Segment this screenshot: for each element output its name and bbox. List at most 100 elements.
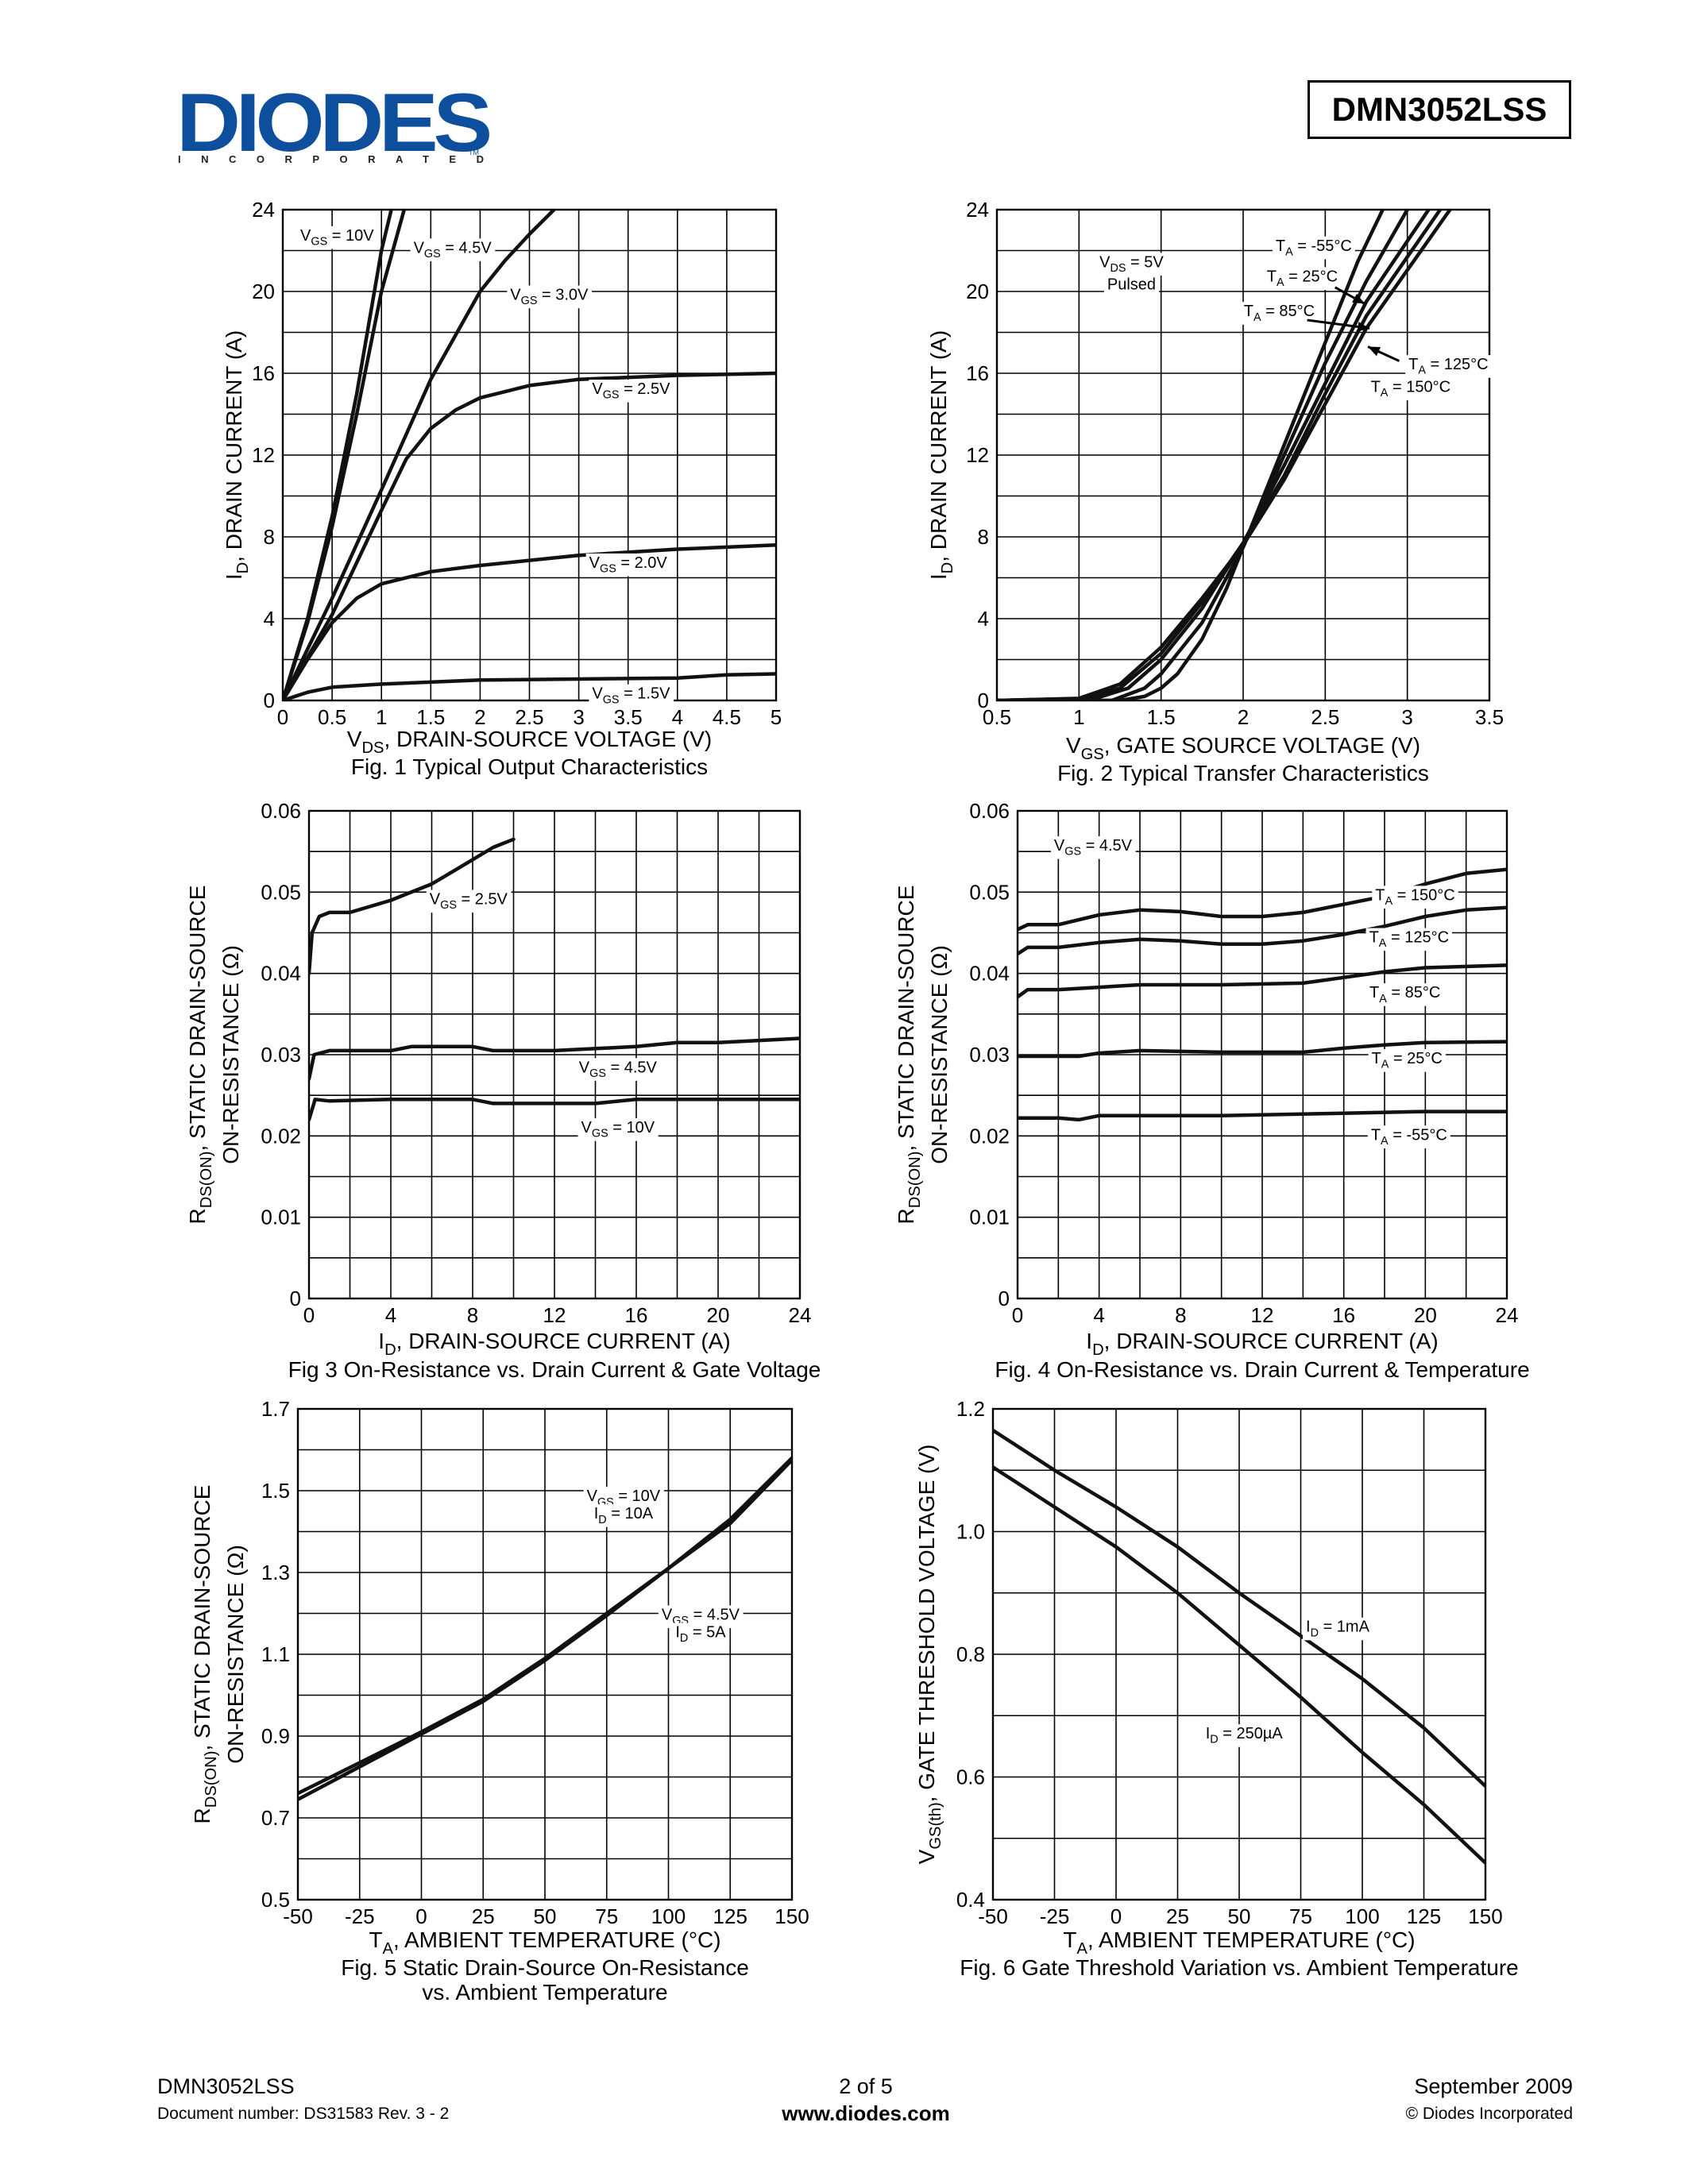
x-axis-label: TA, AMBIENT TEMPERATURE (°C) [369, 1927, 720, 1958]
plot-frame [995, 208, 1491, 702]
series-line [309, 837, 516, 975]
chart-fig-3: 0 4 8 12 16 20 24 0 0.01 0.02 0.03 0.04 0.05 0.06 ID, … [185, 799, 821, 1382]
y-axis-label: ON-RESISTANCE (Ω) [927, 945, 952, 1164]
series-line [997, 210, 1385, 700]
label-background [577, 1118, 659, 1141]
y-tick-label: 0.03 [261, 1043, 301, 1067]
x-axis-label: TA, AMBIENT TEMPERATURE (°C) [1063, 1927, 1415, 1958]
footer-website-link[interactable]: www.diodes.com [782, 2101, 950, 2125]
x-tick-label: 16 [625, 1303, 648, 1327]
x-tick-label: 1.5 [416, 705, 445, 729]
x-tick-label: 100 [651, 1904, 686, 1928]
x-tick-label: 4 [1093, 1303, 1104, 1327]
series-line [309, 1098, 800, 1122]
y-tick-label: 0.7 [261, 1806, 290, 1830]
x-tick-label: 4 [672, 705, 683, 729]
label-background [672, 1623, 730, 1646]
y-tick-label: 12 [252, 443, 275, 467]
label-background [297, 226, 378, 249]
x-tick-label: 0.5 [318, 705, 346, 729]
plot-frame [296, 1407, 794, 1901]
plot-frame [281, 208, 778, 702]
grid [996, 209, 1490, 701]
chart-fig-6: -50 -25 0 25 50 75 100 125 150 0.4 0.6 0.8 1.0 1.2 TA,… [914, 1397, 1519, 1980]
y-tick-label: 8 [264, 525, 275, 549]
arrowhead-icon [1368, 346, 1381, 357]
y-tick-label: 24 [252, 198, 275, 222]
series-label: TA = 125°C [1408, 356, 1488, 377]
x-tick-label: 0 [303, 1303, 315, 1327]
x-tick-label: 3.5 [614, 705, 643, 729]
x-tick-label: 75 [1289, 1904, 1312, 1928]
series-line [283, 210, 407, 700]
x-tick-label: 24 [1496, 1303, 1519, 1327]
annotation-label: VGS = 4.5V [1054, 837, 1133, 859]
series-line [993, 1465, 1485, 1865]
y-tick-label: 0.06 [969, 799, 1010, 823]
x-axis-label: VGS, GATE SOURCE VOLTAGE (V) [1066, 733, 1420, 763]
grid [308, 810, 801, 1299]
x-tick-label: 0 [277, 705, 288, 729]
x-tick-label: 3 [573, 705, 584, 729]
y-tick-label: 4 [264, 607, 275, 631]
x-tick-label: 8 [1175, 1303, 1186, 1327]
y-tick-label: 1.3 [261, 1561, 290, 1584]
annotation-label: Pulsed [1107, 276, 1156, 294]
x-tick-label: 0 [415, 1904, 427, 1928]
footer-copyright: © Diodes Incorporated [1405, 2105, 1573, 2123]
label-background [1303, 1617, 1373, 1641]
y-axis-label: ON-RESISTANCE (Ω) [218, 945, 243, 1164]
footer-document-number: Document number: DS31583 Rev. 3 - 2 [157, 2105, 450, 2123]
footer-page-number: 2 of 5 [839, 2074, 893, 2098]
x-tick-label: 25 [472, 1904, 495, 1928]
series-line [993, 1428, 1485, 1788]
series-line [997, 210, 1409, 700]
grid [992, 1408, 1486, 1900]
x-tick-label: 20 [1414, 1303, 1437, 1327]
series-label: ID = 1mA [1306, 1619, 1370, 1640]
x-tick-label: 24 [789, 1303, 812, 1327]
label-background [1050, 835, 1136, 859]
y-tick-label: 0.04 [261, 962, 301, 986]
chart-fig-2: 0.5 1 1.5 2 2.5 3 3.5 0 4 8 12 16 20 24 VGS, GATE SOUR… [926, 198, 1504, 785]
x-axis-label: VDS, DRAIN-SOURCE VOLTAGE (V) [347, 727, 712, 757]
series-label: VGS = 4.5V [579, 1059, 658, 1080]
y-tick-label: 1.0 [956, 1520, 985, 1544]
x-tick-label: -25 [345, 1904, 375, 1928]
x-tick-label: 150 [774, 1904, 809, 1928]
x-tick-label: 0 [1012, 1303, 1023, 1327]
series-label: VGS = 10V [581, 1119, 655, 1140]
y-tick-label: 16 [966, 361, 989, 385]
y-tick-label: 0.4 [956, 1888, 985, 1912]
part-number-box: DMN3052LSS [1308, 80, 1571, 139]
series-line [1018, 963, 1507, 999]
x-tick-label: 12 [543, 1303, 566, 1327]
y-tick-label: 0 [978, 689, 989, 712]
grid [282, 209, 777, 701]
label-background [590, 1504, 657, 1527]
y-tick-label: 0 [264, 689, 275, 712]
logo-wordmark: DIODES [176, 77, 492, 169]
chart-fig-1: 0 0.5 1 1.5 2 2.5 3 3.5 4 4.5 5 0 4 8 12 16 20 24 VDS, DRA… [222, 198, 782, 779]
series-label: VGS = 10V [300, 227, 374, 249]
y-tick-label: 1.2 [956, 1397, 985, 1421]
x-tick-label: 3 [1401, 705, 1412, 729]
series-label: TA = 150°C [1371, 378, 1450, 399]
y-tick-label: 0 [290, 1287, 301, 1310]
x-tick-label: 16 [1332, 1303, 1355, 1327]
label-background [1368, 1049, 1446, 1072]
series-line [283, 371, 776, 700]
series-label: TA = -55°C [1371, 1126, 1447, 1148]
label-background [589, 684, 674, 708]
label-background [589, 380, 674, 403]
footer-part-number: DMN3052LSS [157, 2074, 295, 2098]
x-tick-label: 75 [595, 1904, 618, 1928]
y-tick-label: 0.04 [969, 962, 1010, 986]
label-background [585, 553, 671, 577]
label-background [1096, 253, 1168, 276]
y-tick-label: 8 [978, 525, 989, 549]
y-tick-label: 0.01 [261, 1206, 301, 1229]
x-tick-label: -50 [978, 1904, 1008, 1928]
label-background [1103, 275, 1160, 295]
